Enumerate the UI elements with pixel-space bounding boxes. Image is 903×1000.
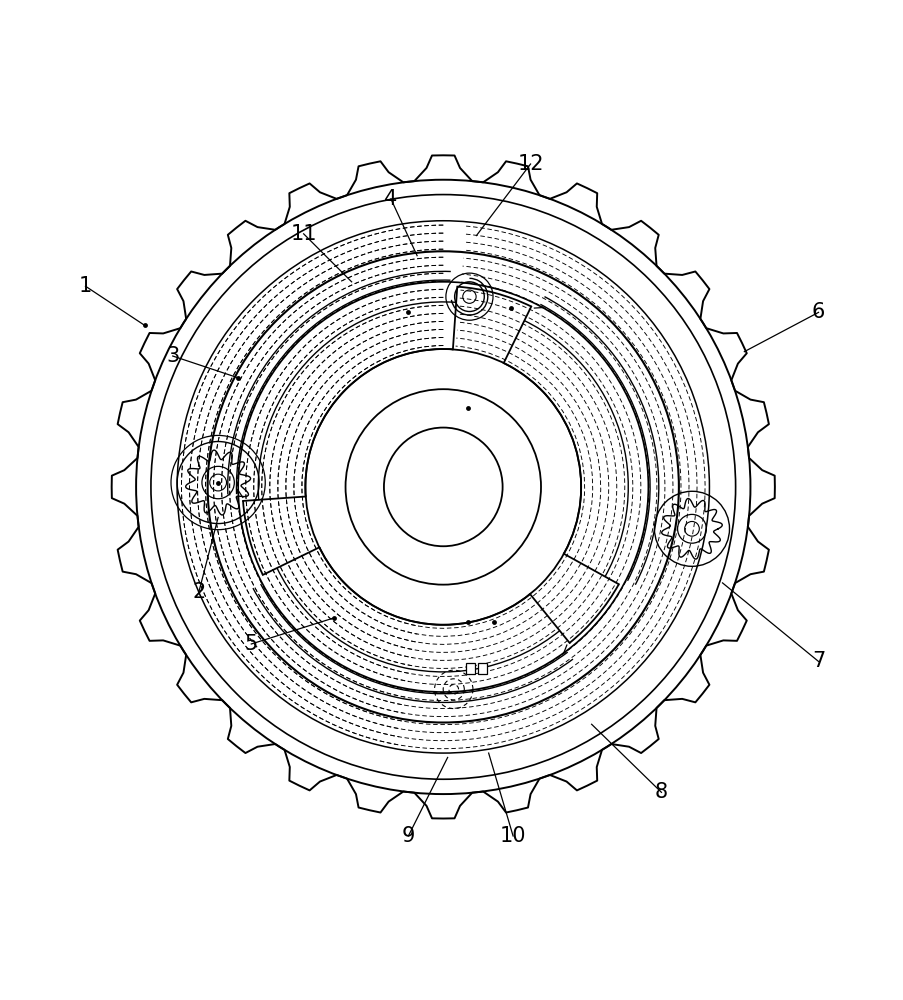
Text: 6: 6 xyxy=(811,302,824,322)
Text: 9: 9 xyxy=(401,826,414,846)
Text: 11: 11 xyxy=(290,224,317,244)
Text: 5: 5 xyxy=(245,634,257,654)
Text: 10: 10 xyxy=(499,826,526,846)
Bar xyxy=(478,663,487,674)
Text: 8: 8 xyxy=(654,782,667,802)
Text: 1: 1 xyxy=(79,276,92,296)
Text: 4: 4 xyxy=(384,189,397,209)
Text: 2: 2 xyxy=(192,582,205,602)
Bar xyxy=(465,663,474,674)
Text: 7: 7 xyxy=(811,651,824,671)
Text: 3: 3 xyxy=(166,346,179,366)
Text: 12: 12 xyxy=(517,154,544,174)
